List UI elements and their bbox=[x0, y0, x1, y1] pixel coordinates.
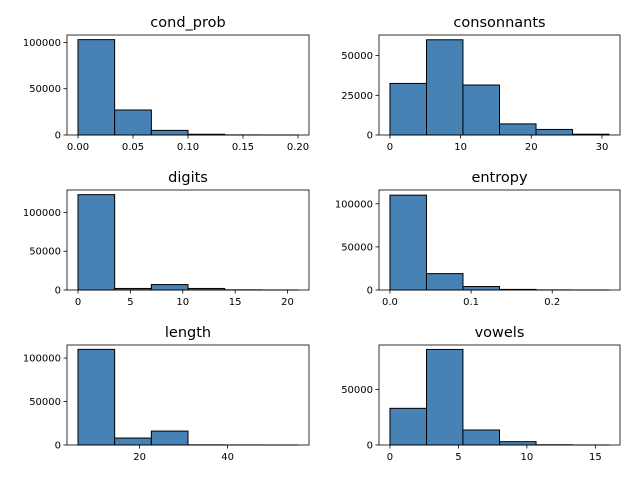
histogram-bar bbox=[462, 429, 501, 446]
x-tick-label: 30 bbox=[596, 142, 609, 153]
histogram-bar bbox=[77, 194, 116, 291]
x-tick-label: 0 bbox=[387, 452, 393, 463]
y-tick-label: 100000 bbox=[23, 208, 61, 219]
x-tick-label: 20 bbox=[525, 142, 538, 153]
histogram-bar bbox=[389, 407, 428, 446]
x-tick-label: 0.05 bbox=[122, 142, 144, 153]
subplot-title: digits bbox=[168, 170, 208, 186]
axes-frame bbox=[378, 34, 621, 136]
subplot-title: entropy bbox=[471, 170, 528, 186]
x-tick-label: 40 bbox=[221, 452, 234, 463]
y-tick-label: 100000 bbox=[23, 38, 61, 49]
y-tick-label: 50000 bbox=[29, 397, 61, 408]
x-tick-label: 10 bbox=[521, 452, 534, 463]
axes-frame bbox=[66, 344, 310, 446]
x-tick-label: 0.1 bbox=[463, 297, 479, 308]
x-tick-label: 0.2 bbox=[544, 297, 560, 308]
histogram-bar bbox=[114, 109, 152, 136]
histogram-bar bbox=[462, 286, 501, 291]
x-tick-label: 5 bbox=[127, 297, 133, 308]
histogram-bar bbox=[77, 39, 116, 136]
subplot-entropy: 0.0 0.1 0.2 0 50000 100000 entropy bbox=[335, 170, 621, 308]
x-tick-label: 15 bbox=[589, 452, 602, 463]
histogram-bar bbox=[535, 128, 574, 136]
x-tick-label: 0 bbox=[387, 142, 393, 153]
subplot-title: consonnants bbox=[453, 15, 545, 31]
x-tick-label: 0 bbox=[75, 297, 81, 308]
y-tick-label: 0 bbox=[367, 131, 373, 142]
subplot-cond_prob: 0.00 0.05 0.10 0.15 0.20 0 50000 100000 cond_pro… bbox=[23, 15, 310, 153]
subplot-consonnants: 0 10 20 30 0 25000 50000 consonnants bbox=[341, 15, 621, 153]
subplot-digits: 0 5 10 15 20 0 50000 100000 digits bbox=[23, 170, 310, 308]
x-tick-label: 0.10 bbox=[177, 142, 199, 153]
x-tick-label: 0.0 bbox=[382, 297, 398, 308]
histogram-bar bbox=[426, 348, 464, 446]
x-tick-label: 20 bbox=[133, 452, 146, 463]
y-tick-label: 50000 bbox=[341, 51, 373, 62]
y-tick-label: 0 bbox=[367, 441, 373, 452]
y-tick-label: 0 bbox=[55, 286, 61, 297]
x-tick-label: 10 bbox=[176, 297, 189, 308]
y-tick-label: 50000 bbox=[341, 385, 373, 396]
subplot-title: length bbox=[165, 325, 211, 341]
histogram-bar bbox=[114, 437, 152, 446]
histogram-bar bbox=[499, 441, 537, 446]
y-tick-label: 25000 bbox=[341, 91, 373, 102]
y-tick-label: 50000 bbox=[29, 247, 61, 258]
x-tick-label: 0.00 bbox=[67, 142, 89, 153]
subplot-length: 20 40 0 50000 100000 length bbox=[23, 325, 310, 463]
histogram-bar bbox=[499, 123, 537, 136]
y-tick-label: 100000 bbox=[335, 199, 373, 210]
axes-frame bbox=[378, 344, 621, 446]
x-tick-label: 20 bbox=[281, 297, 294, 308]
histogram-bar bbox=[425, 273, 464, 291]
x-tick-label: 5 bbox=[455, 452, 461, 463]
histogram-bar bbox=[425, 39, 464, 136]
x-tick-label: 0.20 bbox=[287, 142, 309, 153]
histogram-bar bbox=[150, 284, 189, 291]
subplot-vowels: 0 5 10 15 0 50000 vowels bbox=[341, 325, 621, 463]
y-tick-label: 50000 bbox=[341, 242, 373, 253]
axes-frame bbox=[378, 189, 621, 291]
subplot-title: vowels bbox=[475, 325, 525, 341]
histogram-bar bbox=[77, 348, 116, 446]
histogram-bar bbox=[389, 82, 427, 136]
y-tick-label: 100000 bbox=[23, 354, 61, 365]
histogram-bar bbox=[150, 129, 189, 136]
y-tick-label: 0 bbox=[367, 286, 373, 297]
subplot-title: cond_prob bbox=[150, 15, 225, 31]
y-tick-label: 0 bbox=[55, 441, 61, 452]
y-tick-label: 0 bbox=[55, 131, 61, 142]
histogram-bar bbox=[389, 194, 427, 291]
y-tick-label: 50000 bbox=[29, 84, 61, 95]
histogram-bar bbox=[462, 84, 500, 136]
x-tick-label: 10 bbox=[454, 142, 467, 153]
x-tick-label: 15 bbox=[229, 297, 242, 308]
x-tick-label: 0.15 bbox=[232, 142, 254, 153]
histogram-bar bbox=[150, 430, 189, 446]
axes-frame bbox=[66, 189, 310, 291]
